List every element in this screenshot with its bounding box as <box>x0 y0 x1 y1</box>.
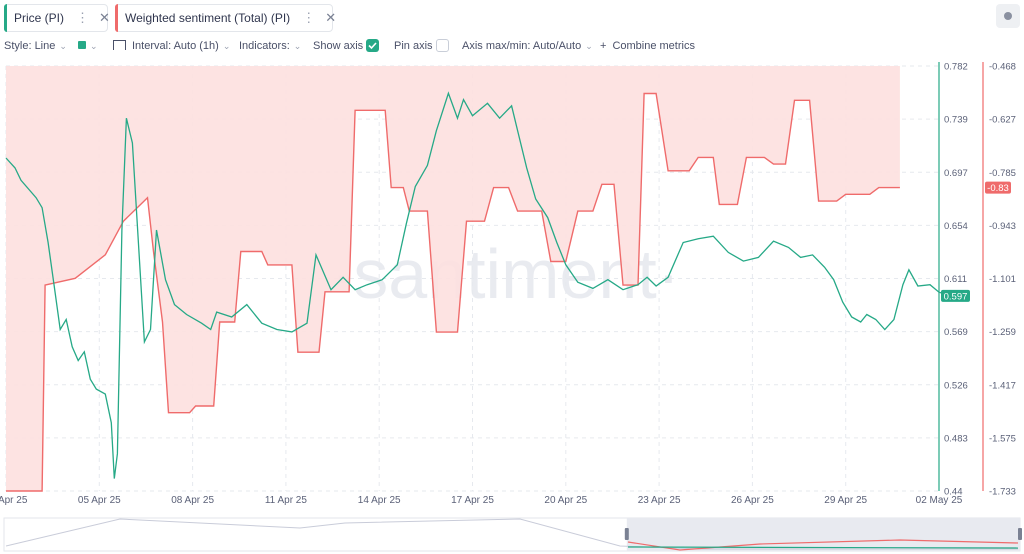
price-axis-tick-label: 0.739 <box>944 115 968 126</box>
navigator-price-line <box>627 546 1019 549</box>
axis-minmax-label: Axis max/min: Auto/Auto <box>462 40 582 52</box>
more-vertical-icon[interactable]: ⋮ <box>302 10 316 25</box>
sentiment-axis-tick-label: -0.943 <box>989 221 1016 232</box>
candles-icon <box>113 40 126 50</box>
metric-color-bar <box>4 4 7 32</box>
price-series <box>5 91 952 479</box>
pin-axis-checkbox[interactable] <box>436 39 449 52</box>
sentiment-last-value-badge <box>985 181 1011 194</box>
grid-lines <box>5 65 940 492</box>
metric-tab-sentiment[interactable]: Weighted sentiment (Total) (PI) ⋮ ✕ <box>115 4 337 32</box>
chart-toolbar: Style: Line ⌄ ⌄ Interval: Auto (1h) ⌄ Indi… <box>0 38 1024 56</box>
metric-tab-label: Weighted sentiment (Total) (PI) <box>125 11 291 25</box>
x-tick-label: 02 May 25 <box>916 495 963 506</box>
chevron-down-icon: ⌄ <box>59 41 67 51</box>
x-tick-label: 17 Apr 25 <box>451 495 494 506</box>
sentiment-axis-tick-label: -1.575 <box>989 433 1016 444</box>
sentiment-line <box>6 92 900 492</box>
metric-tab-label: Price (PI) <box>14 11 65 25</box>
price-line <box>5 91 952 479</box>
show-axis-label: Show axis <box>313 40 364 52</box>
color-picker[interactable]: ⌄ <box>78 40 98 52</box>
navigator-frame <box>3 517 1021 552</box>
x-tick-label: 08 Apr 25 <box>171 495 214 506</box>
sentiment-series <box>6 66 900 492</box>
plus-icon: + <box>600 40 607 52</box>
sentiment-last-value-label: -0.83 <box>987 183 1009 194</box>
price-axis-tick-label: 0.611 <box>944 274 967 285</box>
sentiment-axis-tick-label: -0.627 <box>989 115 1016 126</box>
navigator-selection <box>626 518 1020 551</box>
price-axis-tick-label: 0.697 <box>944 168 968 179</box>
axis-minmax-select[interactable]: Axis max/min: Auto/Auto ⌄ <box>462 40 593 52</box>
price-axis-tick-label: 0.782 <box>944 62 968 73</box>
price-axis-tick-label: 0.44 <box>944 487 963 498</box>
combine-label: Combine metrics <box>612 40 695 52</box>
pin-axis-label: Pin axis <box>394 40 433 52</box>
interval-select[interactable]: Interval: Auto (1h) ⌄ <box>113 40 230 52</box>
navigator <box>3 517 1022 552</box>
interval-label: Interval: Auto (1h) <box>132 40 219 52</box>
sentiment-axis-tick-label: -1.417 <box>989 380 1016 391</box>
price-axis-tick-label: 0.526 <box>944 380 968 391</box>
x-tick-label: 23 Apr 25 <box>638 495 681 506</box>
chevron-down-icon: ⌄ <box>222 41 231 51</box>
close-icon[interactable]: ✕ <box>99 10 110 25</box>
metric-color-bar <box>115 4 118 32</box>
navigator-handle-right <box>1018 528 1022 540</box>
color-swatch <box>78 41 86 49</box>
chevron-down-icon: ⌄ <box>90 41 98 51</box>
sentiment-axis-tick-label: -1.101 <box>989 274 1016 285</box>
x-tick-label: 01 Apr 25 <box>0 495 28 506</box>
metric-tab-price[interactable]: Price (PI) ⋮ ✕ <box>4 4 110 32</box>
price-axis-tick-label: 0.569 <box>944 327 968 338</box>
price-last-value-label: 0.597 <box>944 291 968 302</box>
sentiment-area <box>6 66 900 491</box>
navigator-sentiment-line <box>627 539 1019 551</box>
sentiment-axis-tick-label: -1.259 <box>989 327 1016 338</box>
sentiment-axis-tick-label: -1.733 <box>989 487 1016 498</box>
sentiment-axis-tick-label: -0.785 <box>989 168 1016 179</box>
x-tick-label: 29 Apr 25 <box>824 495 867 506</box>
navigator-handle-left <box>624 528 629 540</box>
x-tick-label: 11 Apr 25 <box>265 495 308 506</box>
settings-icon <box>1004 12 1012 20</box>
chevron-down-icon: ⌄ <box>293 41 302 51</box>
style-label: Style: Line <box>4 40 56 52</box>
x-tick-label: 20 Apr 25 <box>544 495 587 506</box>
chevron-down-icon: ⌄ <box>585 41 593 51</box>
close-icon[interactable]: ✕ <box>325 10 337 25</box>
indicators-select[interactable]: Indicators: ⌄ <box>239 40 301 52</box>
indicators-label: Indicators: <box>239 40 290 52</box>
sentiment-axis-tick-label: -0.468 <box>989 62 1016 73</box>
settings-button[interactable] <box>996 4 1020 28</box>
watermark: ·santiment· <box>330 235 680 313</box>
x-tick-label: 05 Apr 25 <box>78 495 121 506</box>
price-axis-tick-label: 0.654 <box>944 221 968 232</box>
price-last-value-badge <box>941 289 970 302</box>
axes: 01 Apr 25 05 Apr 25 08 Apr 25 11 Apr 25 14 A… <box>0 62 1016 507</box>
checkmark-icon <box>368 42 377 50</box>
x-tick-label: 14 Apr 25 <box>358 495 401 506</box>
price-axis-tick-label: 0.483 <box>944 433 968 444</box>
combine-metrics-button[interactable]: + Combine metrics <box>600 40 695 52</box>
more-vertical-icon[interactable]: ⋮ <box>76 10 90 25</box>
navigator-overview-line <box>5 518 1018 550</box>
x-tick-label: 26 Apr 25 <box>731 495 774 506</box>
style-select[interactable]: Style: Line ⌄ <box>4 40 67 52</box>
show-axis-checkbox[interactable] <box>366 39 379 52</box>
